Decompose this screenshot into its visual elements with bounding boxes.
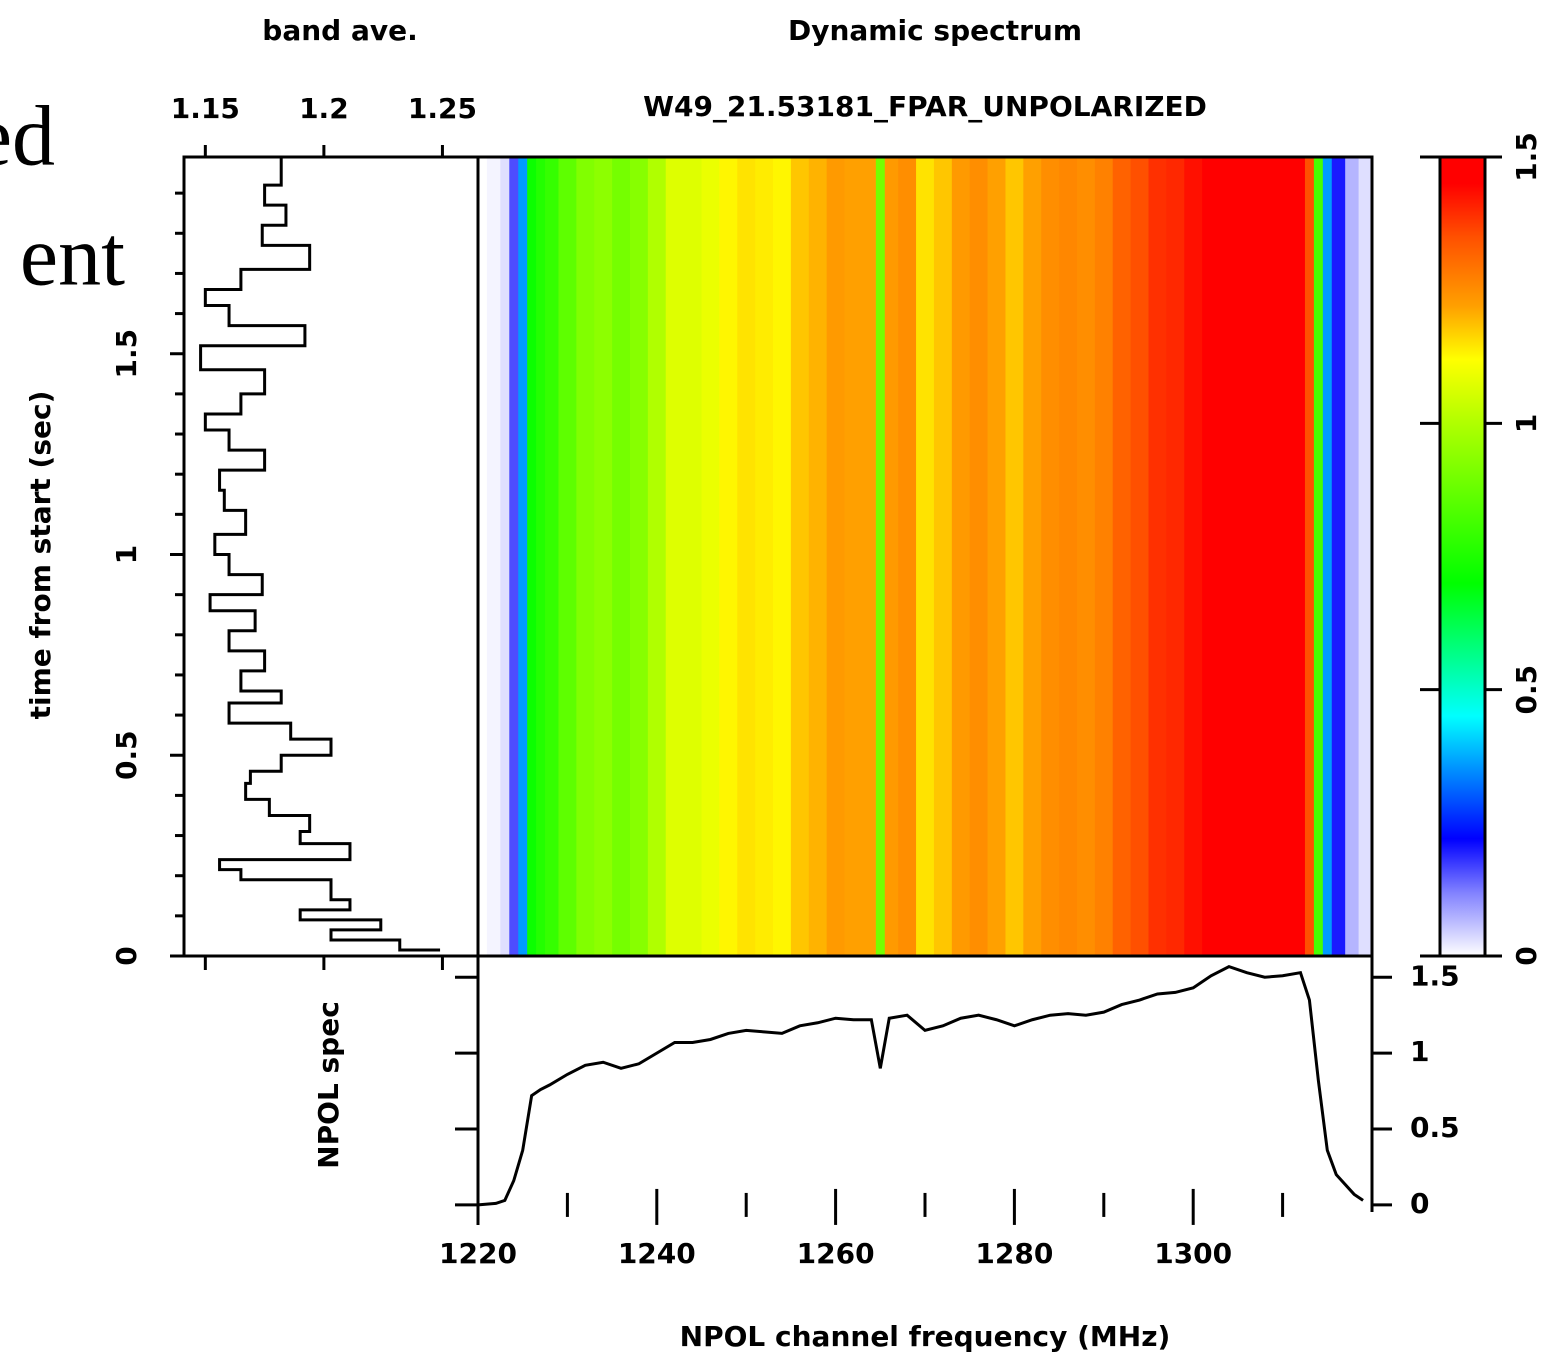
heatmap-column bbox=[1274, 157, 1292, 956]
heatmap-column bbox=[1023, 157, 1041, 956]
heatmap-column bbox=[509, 157, 519, 956]
heatmap-column bbox=[755, 157, 773, 956]
heatmap-column bbox=[1166, 157, 1184, 956]
band-average-line bbox=[201, 157, 440, 950]
heatmap-column bbox=[648, 157, 666, 956]
heatmap-column bbox=[916, 157, 934, 956]
heatmap-column bbox=[885, 157, 899, 956]
heatmap-column bbox=[500, 157, 510, 956]
background-text: ed bbox=[0, 88, 55, 184]
colorbar bbox=[1440, 157, 1485, 956]
heatmap-column bbox=[1323, 157, 1333, 956]
colorbar-tick-label: 1 bbox=[1510, 414, 1543, 433]
spectrum-line bbox=[478, 967, 1363, 1205]
x-tick-label: 1280 bbox=[975, 1237, 1053, 1270]
heatmap-column bbox=[518, 157, 528, 956]
heatmap-column bbox=[1305, 157, 1315, 956]
heatmap-column bbox=[487, 157, 501, 956]
x-tick-label: 1.15 bbox=[171, 92, 240, 125]
panel-title: band ave. bbox=[262, 14, 417, 47]
heatmap-column bbox=[1113, 157, 1131, 956]
x-tick-label: 1220 bbox=[439, 1237, 517, 1270]
heatmap-column bbox=[666, 157, 684, 956]
heatmap-column bbox=[876, 157, 886, 956]
heatmap-column bbox=[1131, 157, 1149, 956]
heatmap-column bbox=[1005, 157, 1023, 956]
heatmap-column bbox=[952, 157, 970, 956]
heatmap-column bbox=[1345, 157, 1359, 956]
heatmap-column bbox=[898, 157, 916, 956]
y-tick-label: 1.5 bbox=[110, 329, 143, 379]
y-axis-label: time from start (sec) bbox=[24, 391, 57, 720]
heatmap-column bbox=[1292, 157, 1306, 956]
heatmap-column bbox=[1359, 157, 1373, 956]
heatmap-column bbox=[1220, 157, 1238, 956]
heatmap-column bbox=[630, 157, 648, 956]
heatmap-column bbox=[576, 157, 594, 956]
heatmap-column bbox=[1332, 157, 1346, 956]
heatmap-column bbox=[970, 157, 988, 956]
heatmap-column bbox=[988, 157, 1006, 956]
x-axis-label: NPOL channel frequency (MHz) bbox=[680, 1320, 1171, 1353]
heatmap-column bbox=[527, 157, 537, 956]
y-tick-label: 0.5 bbox=[110, 730, 143, 780]
heatmap-column bbox=[934, 157, 952, 956]
y-tick-label: 0 bbox=[1410, 1187, 1429, 1220]
heatmap-column bbox=[612, 157, 630, 956]
colorbar-tick-label: 0.5 bbox=[1510, 665, 1543, 715]
heatmap-column bbox=[827, 157, 845, 956]
heatmap-column bbox=[1149, 157, 1167, 956]
heatmap-column bbox=[1202, 157, 1220, 956]
y-tick-label: 0.5 bbox=[1410, 1111, 1460, 1144]
heatmap-column bbox=[1314, 157, 1324, 956]
heatmap-column bbox=[702, 157, 720, 956]
heatmap-column bbox=[684, 157, 702, 956]
heatmap-column bbox=[1184, 157, 1202, 956]
heatmap-column bbox=[737, 157, 755, 956]
colorbar-tick-label: 0 bbox=[1510, 946, 1543, 965]
x-tick-label: 1300 bbox=[1154, 1237, 1232, 1270]
heatmap-column bbox=[1095, 157, 1113, 956]
y-tick-label: 1.5 bbox=[1410, 959, 1460, 992]
y-axis-label: NPOL spec bbox=[312, 1001, 345, 1169]
heatmap-column bbox=[1256, 157, 1274, 956]
y-tick-label: 1 bbox=[110, 545, 143, 564]
y-tick-label: 0 bbox=[110, 946, 143, 965]
heatmap-column bbox=[558, 157, 576, 956]
x-tick-label: 1260 bbox=[797, 1237, 875, 1270]
heatmap-column bbox=[1059, 157, 1077, 956]
heatmap-column bbox=[536, 157, 546, 956]
background-text: ent bbox=[20, 208, 125, 304]
heatmap-column bbox=[545, 157, 559, 956]
heatmap-column bbox=[1238, 157, 1256, 956]
heatmap-column bbox=[773, 157, 791, 956]
heatmap-column bbox=[1077, 157, 1095, 956]
heatmap-column bbox=[862, 157, 876, 956]
heatmap-column bbox=[594, 157, 612, 956]
y-tick-label: 1 bbox=[1410, 1035, 1429, 1068]
chart-title: Dynamic spectrum bbox=[788, 14, 1082, 47]
heatmap-column bbox=[1041, 157, 1059, 956]
x-tick-label: 1240 bbox=[618, 1237, 696, 1270]
x-tick-label: 1.2 bbox=[299, 92, 349, 125]
heatmap-column bbox=[719, 157, 737, 956]
heatmap-column bbox=[845, 157, 863, 956]
x-tick-label: 1.25 bbox=[408, 92, 477, 125]
chart-subtitle: W49_21.53181_FPAR_UNPOLARIZED bbox=[643, 90, 1207, 123]
heatmap-column bbox=[809, 157, 827, 956]
colorbar-tick-label: 1.5 bbox=[1510, 132, 1543, 182]
heatmap-column bbox=[791, 157, 809, 956]
